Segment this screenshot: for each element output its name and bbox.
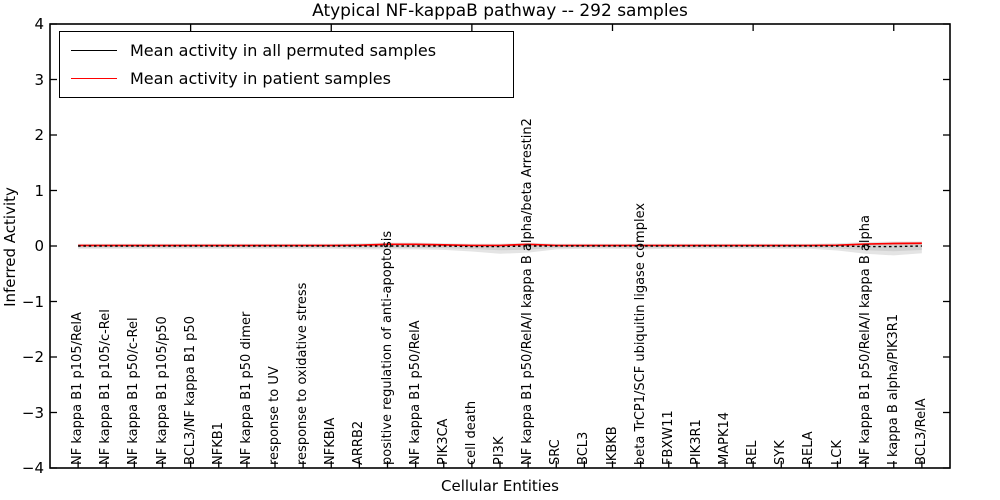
x-tick-label: PIK3R1	[688, 419, 704, 465]
x-tick-label: PI3K	[492, 436, 507, 465]
legend-label-patient: Mean activity in patient samples	[130, 69, 391, 88]
y-tick-label: −1	[21, 292, 44, 311]
x-tick-label: NF kappa B1 p50/RelA	[407, 320, 423, 465]
x-tick-label: SYK	[773, 440, 789, 465]
x-tick-label: MAPK14	[717, 411, 732, 465]
x-tick-label: IKBKB	[604, 426, 620, 465]
legend-item-permuted: Mean activity in all permuted samples	[71, 41, 513, 60]
x-tick-label: positive regulation of anti-apoptosis	[379, 230, 395, 465]
x-tick-label: NFKB1	[210, 422, 226, 465]
x-tick-label: NF kappa B1 p105/c-Rel	[98, 309, 114, 465]
y-tick-label: −3	[21, 403, 44, 422]
x-tick-label: NF kappa B1 p50/RelA/I kappa B alpha	[857, 215, 873, 465]
legend-item-patient: Mean activity in patient samples	[71, 69, 513, 88]
x-tick-label: NF kappa B1 p105/RelA	[70, 312, 86, 465]
y-tick-label: 4	[34, 15, 44, 33]
legend-label-permuted: Mean activity in all permuted samples	[130, 41, 437, 60]
y-tick-label: −2	[21, 348, 44, 366]
x-tick-label: NF kappa B1 p50/c-Rel	[126, 317, 142, 465]
x-axis-label: Cellular Entities	[441, 477, 559, 495]
x-tick-label: NF kappa B1 p50 dimer	[238, 311, 254, 465]
x-tick-label: response to UV	[267, 366, 282, 465]
x-tick-label: cell death	[463, 400, 479, 465]
legend: Mean activity in all permuted samples Me…	[59, 31, 514, 98]
red-line-sample-icon	[71, 78, 117, 79]
x-tick-label: ARRB2	[351, 420, 367, 465]
black-line-sample-icon	[71, 50, 117, 51]
y-tick-label: 2	[34, 126, 44, 144]
x-tick-label: FBXW11	[660, 410, 676, 465]
x-tick-label: PIK3CA	[435, 418, 451, 465]
x-tick-label: I kappa B alpha/PIK3R1	[885, 313, 901, 465]
x-tick-label: NFKBIA	[323, 417, 339, 465]
x-tick-label: RELA	[801, 431, 817, 465]
y-tick-label: 3	[34, 70, 44, 89]
x-tick-label: SRC	[548, 439, 564, 465]
x-tick-label: BCL3	[576, 431, 592, 465]
x-tick-label: BCL3/NF kappa B1 p50	[182, 316, 198, 465]
x-tick-label: LCK	[829, 440, 845, 465]
x-tick-label: beta TrCP1/SCF ubiquitin ligase complex	[632, 202, 648, 465]
y-tick-label: 0	[34, 237, 44, 255]
y-tick-label: 1	[34, 181, 44, 200]
x-tick-label: response to oxidative stress	[295, 282, 311, 465]
x-tick-label: REL	[745, 440, 761, 466]
x-tick-label: BCL3/RelA	[913, 398, 929, 465]
x-tick-label: NF kappa B1 p50/RelA/I kappa B alpha/bet…	[520, 118, 536, 465]
x-tick-label: NF kappa B1 p105/p50	[154, 316, 170, 465]
chart-title: Atypical NF-kappaB pathway -- 292 sample…	[312, 1, 688, 21]
y-tick-label: −4	[21, 459, 44, 477]
